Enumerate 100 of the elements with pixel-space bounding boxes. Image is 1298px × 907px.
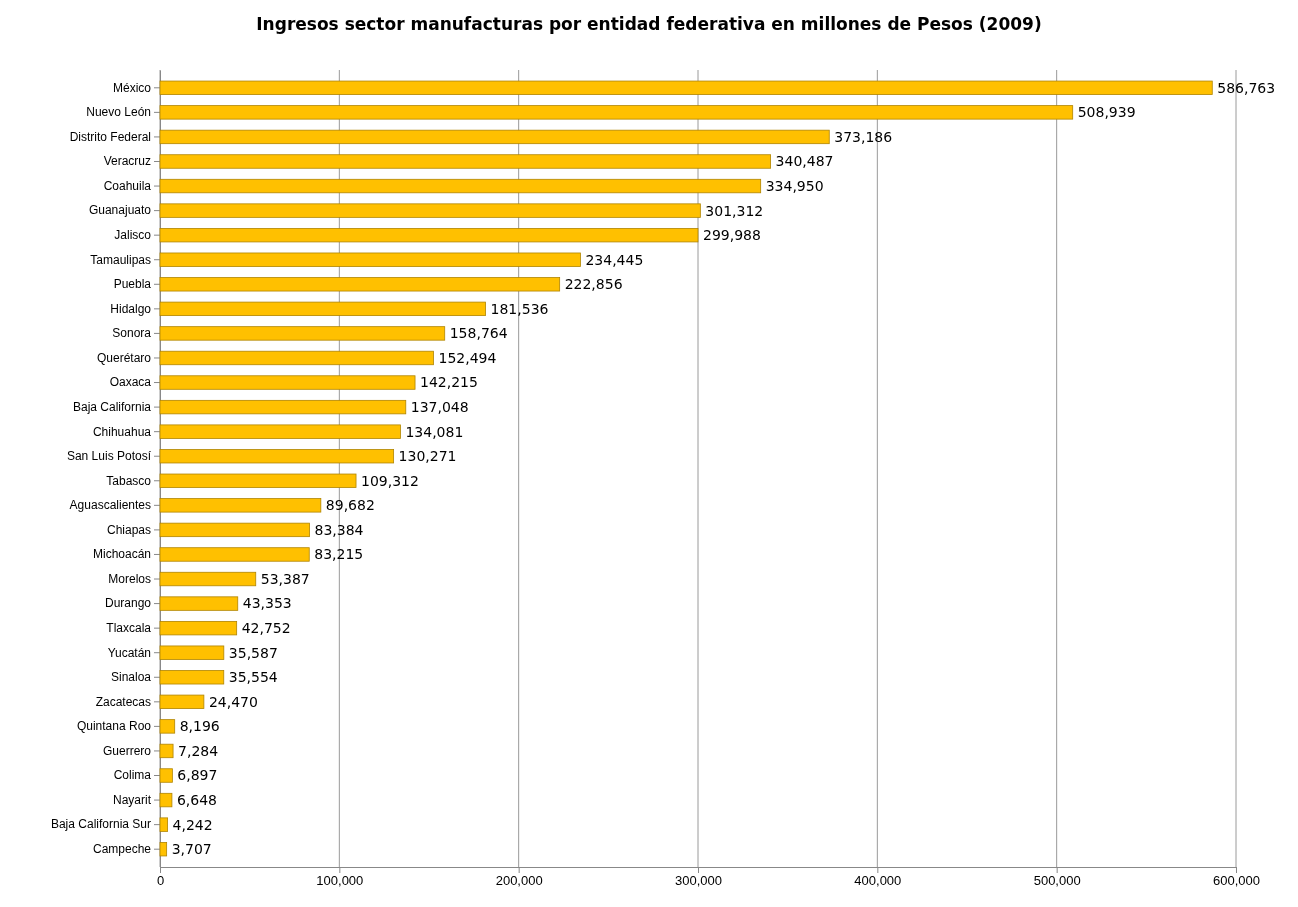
- data-label: 508,939: [1077, 104, 1136, 121]
- y-tick-label: Puebla: [113, 277, 152, 292]
- data-label: 222,856: [564, 276, 623, 293]
- y-tick-label: Quintana Roo: [76, 719, 152, 734]
- y-tick-label: Guerrero: [102, 743, 152, 758]
- bar: [159, 203, 701, 218]
- bar: [159, 842, 168, 857]
- y-tick-label: Sinaloa: [110, 670, 152, 685]
- bar: [159, 596, 239, 611]
- y-tick-label: Baja California: [72, 399, 152, 414]
- data-label: 35,554: [228, 669, 278, 686]
- y-tick-label: Guanajuato: [88, 203, 152, 218]
- data-label: 8,196: [179, 718, 220, 735]
- bar: [159, 571, 257, 587]
- y-tick-label: México: [112, 80, 152, 95]
- y-tick-label: Sonora: [112, 326, 152, 341]
- bar: [159, 154, 772, 169]
- x-tick-label: 600,000: [1213, 873, 1260, 889]
- y-tick-label: Colima: [113, 768, 152, 783]
- data-label: 373,186: [834, 128, 893, 145]
- data-label: 3,707: [171, 841, 212, 858]
- y-tick-label: Coahuila: [103, 178, 152, 193]
- data-label: 134,081: [405, 423, 464, 440]
- x-tick-label: 300,000: [675, 873, 722, 889]
- data-label: 142,215: [420, 374, 478, 391]
- y-tick-label: Campeche: [92, 842, 152, 857]
- data-label: 4,242: [172, 816, 213, 833]
- y-tick-label: Chiapas: [106, 522, 151, 537]
- y-tick-label: Zacatecas: [95, 694, 151, 709]
- data-label: 340,487: [775, 153, 834, 170]
- data-label: 53,387: [260, 570, 310, 587]
- data-label: 137,048: [410, 399, 469, 415]
- data-label: 89,682: [325, 497, 375, 514]
- bar: [159, 424, 401, 439]
- bar: [159, 178, 762, 194]
- y-tick-label: Querétaro: [96, 350, 152, 365]
- y-tick-label: Oaxaca: [109, 375, 152, 390]
- bar: [159, 817, 169, 832]
- y-tick-label: Distrito Federal: [69, 129, 151, 144]
- x-tick-label: 100,000: [316, 873, 364, 889]
- data-label: 7,284: [178, 742, 219, 759]
- bar: [159, 522, 310, 538]
- data-label: 299,988: [702, 227, 761, 244]
- bar: [159, 80, 1213, 95]
- data-label: 42,752: [241, 620, 291, 637]
- bar: [159, 620, 238, 636]
- x-tick-label: 0: [156, 873, 165, 889]
- y-tick-label: San Luis Potosí: [66, 449, 152, 464]
- y-tick-label: Durango: [104, 596, 152, 611]
- data-label: 586,763: [1217, 79, 1276, 96]
- bar: [159, 498, 322, 513]
- data-label: 83,215: [314, 546, 364, 563]
- bar: [159, 277, 561, 292]
- x-tick-label: 500,000: [1033, 873, 1081, 889]
- y-tick-label: Tlaxcala: [106, 620, 152, 635]
- bar: [159, 129, 830, 145]
- data-label: 130,271: [398, 448, 457, 465]
- x-tick-label: 400,000: [854, 873, 902, 889]
- bar: [159, 719, 176, 734]
- chart-title: Ingresos sector manufacturas por entidad federativa en millones de Pesos (2009): [256, 14, 1042, 34]
- bar: [159, 768, 173, 783]
- y-tick-label: Nuevo León: [86, 105, 151, 120]
- data-label: 35,587: [228, 644, 278, 661]
- data-label: 181,536: [490, 300, 549, 317]
- y-tick-label: Hidalgo: [110, 301, 152, 316]
- bar: [159, 694, 205, 709]
- bar: [159, 670, 225, 685]
- bar: [159, 350, 434, 366]
- y-tick-label: Tabasco: [106, 473, 152, 488]
- data-label: 109,312: [361, 472, 419, 489]
- y-tick-label: Jalisco: [114, 228, 152, 243]
- bar: [159, 301, 486, 317]
- bar: [159, 792, 173, 808]
- y-tick-label: Michoacán: [92, 547, 151, 562]
- data-label: 24,470: [208, 693, 258, 710]
- data-label: 6,648: [176, 791, 218, 808]
- y-tick-label: Morelos: [108, 571, 151, 586]
- bar: [159, 326, 446, 341]
- y-tick-label: Baja California Sur: [50, 817, 151, 832]
- bar: [159, 473, 357, 488]
- data-label: 234,445: [585, 251, 644, 268]
- bar: [159, 375, 416, 390]
- bar: [159, 252, 581, 267]
- y-tick-label: Veracruz: [103, 154, 151, 169]
- bar: [159, 399, 407, 415]
- data-label: 152,494: [438, 349, 497, 366]
- bar: [159, 105, 1074, 120]
- x-tick-label: 200,000: [495, 873, 543, 889]
- data-label: 43,353: [242, 595, 292, 612]
- y-tick-label: Nayarit: [112, 792, 152, 807]
- bar: [159, 645, 225, 660]
- y-tick-label: Chihuahua: [92, 424, 152, 439]
- bar: [159, 743, 174, 759]
- data-label: 158,764: [449, 325, 508, 342]
- y-tick-label: Tamaulipas: [90, 252, 151, 267]
- data-label: 301,312: [705, 202, 764, 219]
- data-label: 6,897: [177, 767, 218, 784]
- bar: [159, 449, 395, 464]
- y-tick-label: Aguascalientes: [69, 498, 151, 513]
- bar: [159, 228, 699, 243]
